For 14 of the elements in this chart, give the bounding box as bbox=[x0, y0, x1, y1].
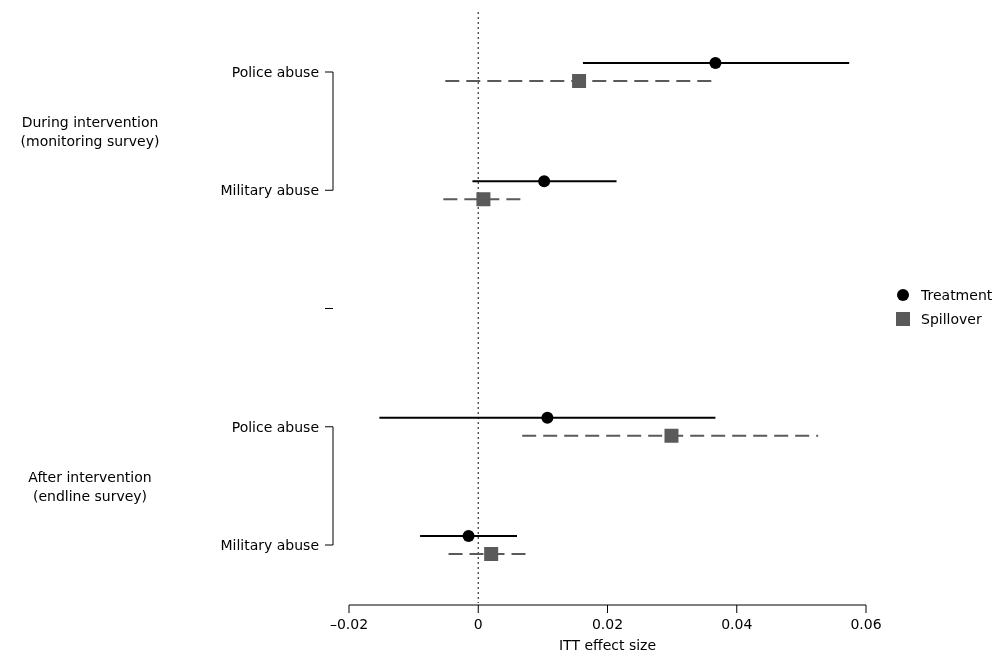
x-tick-label: 0.06 bbox=[850, 616, 882, 632]
y-tick-label: Military abuse bbox=[220, 536, 319, 553]
legend-label: Treatment bbox=[920, 286, 993, 303]
y-tick-label: Police abuse bbox=[231, 418, 319, 435]
x-tick-label: –0.02 bbox=[329, 616, 369, 632]
x-tick-label: 0.02 bbox=[591, 616, 624, 632]
text: After intervention (endline survey) bbox=[28, 468, 152, 504]
x-tick-label: 0 bbox=[473, 616, 483, 632]
legend-label: Spillover bbox=[921, 310, 982, 327]
text: During intervention (monitoring survey) bbox=[20, 114, 160, 150]
x-tick-label: 0.04 bbox=[721, 616, 753, 632]
x-axis-title: ITT effect size bbox=[558, 637, 657, 653]
y-tick-label: Police abuse bbox=[231, 63, 319, 80]
y-tick-label: Military abuse bbox=[220, 182, 319, 199]
